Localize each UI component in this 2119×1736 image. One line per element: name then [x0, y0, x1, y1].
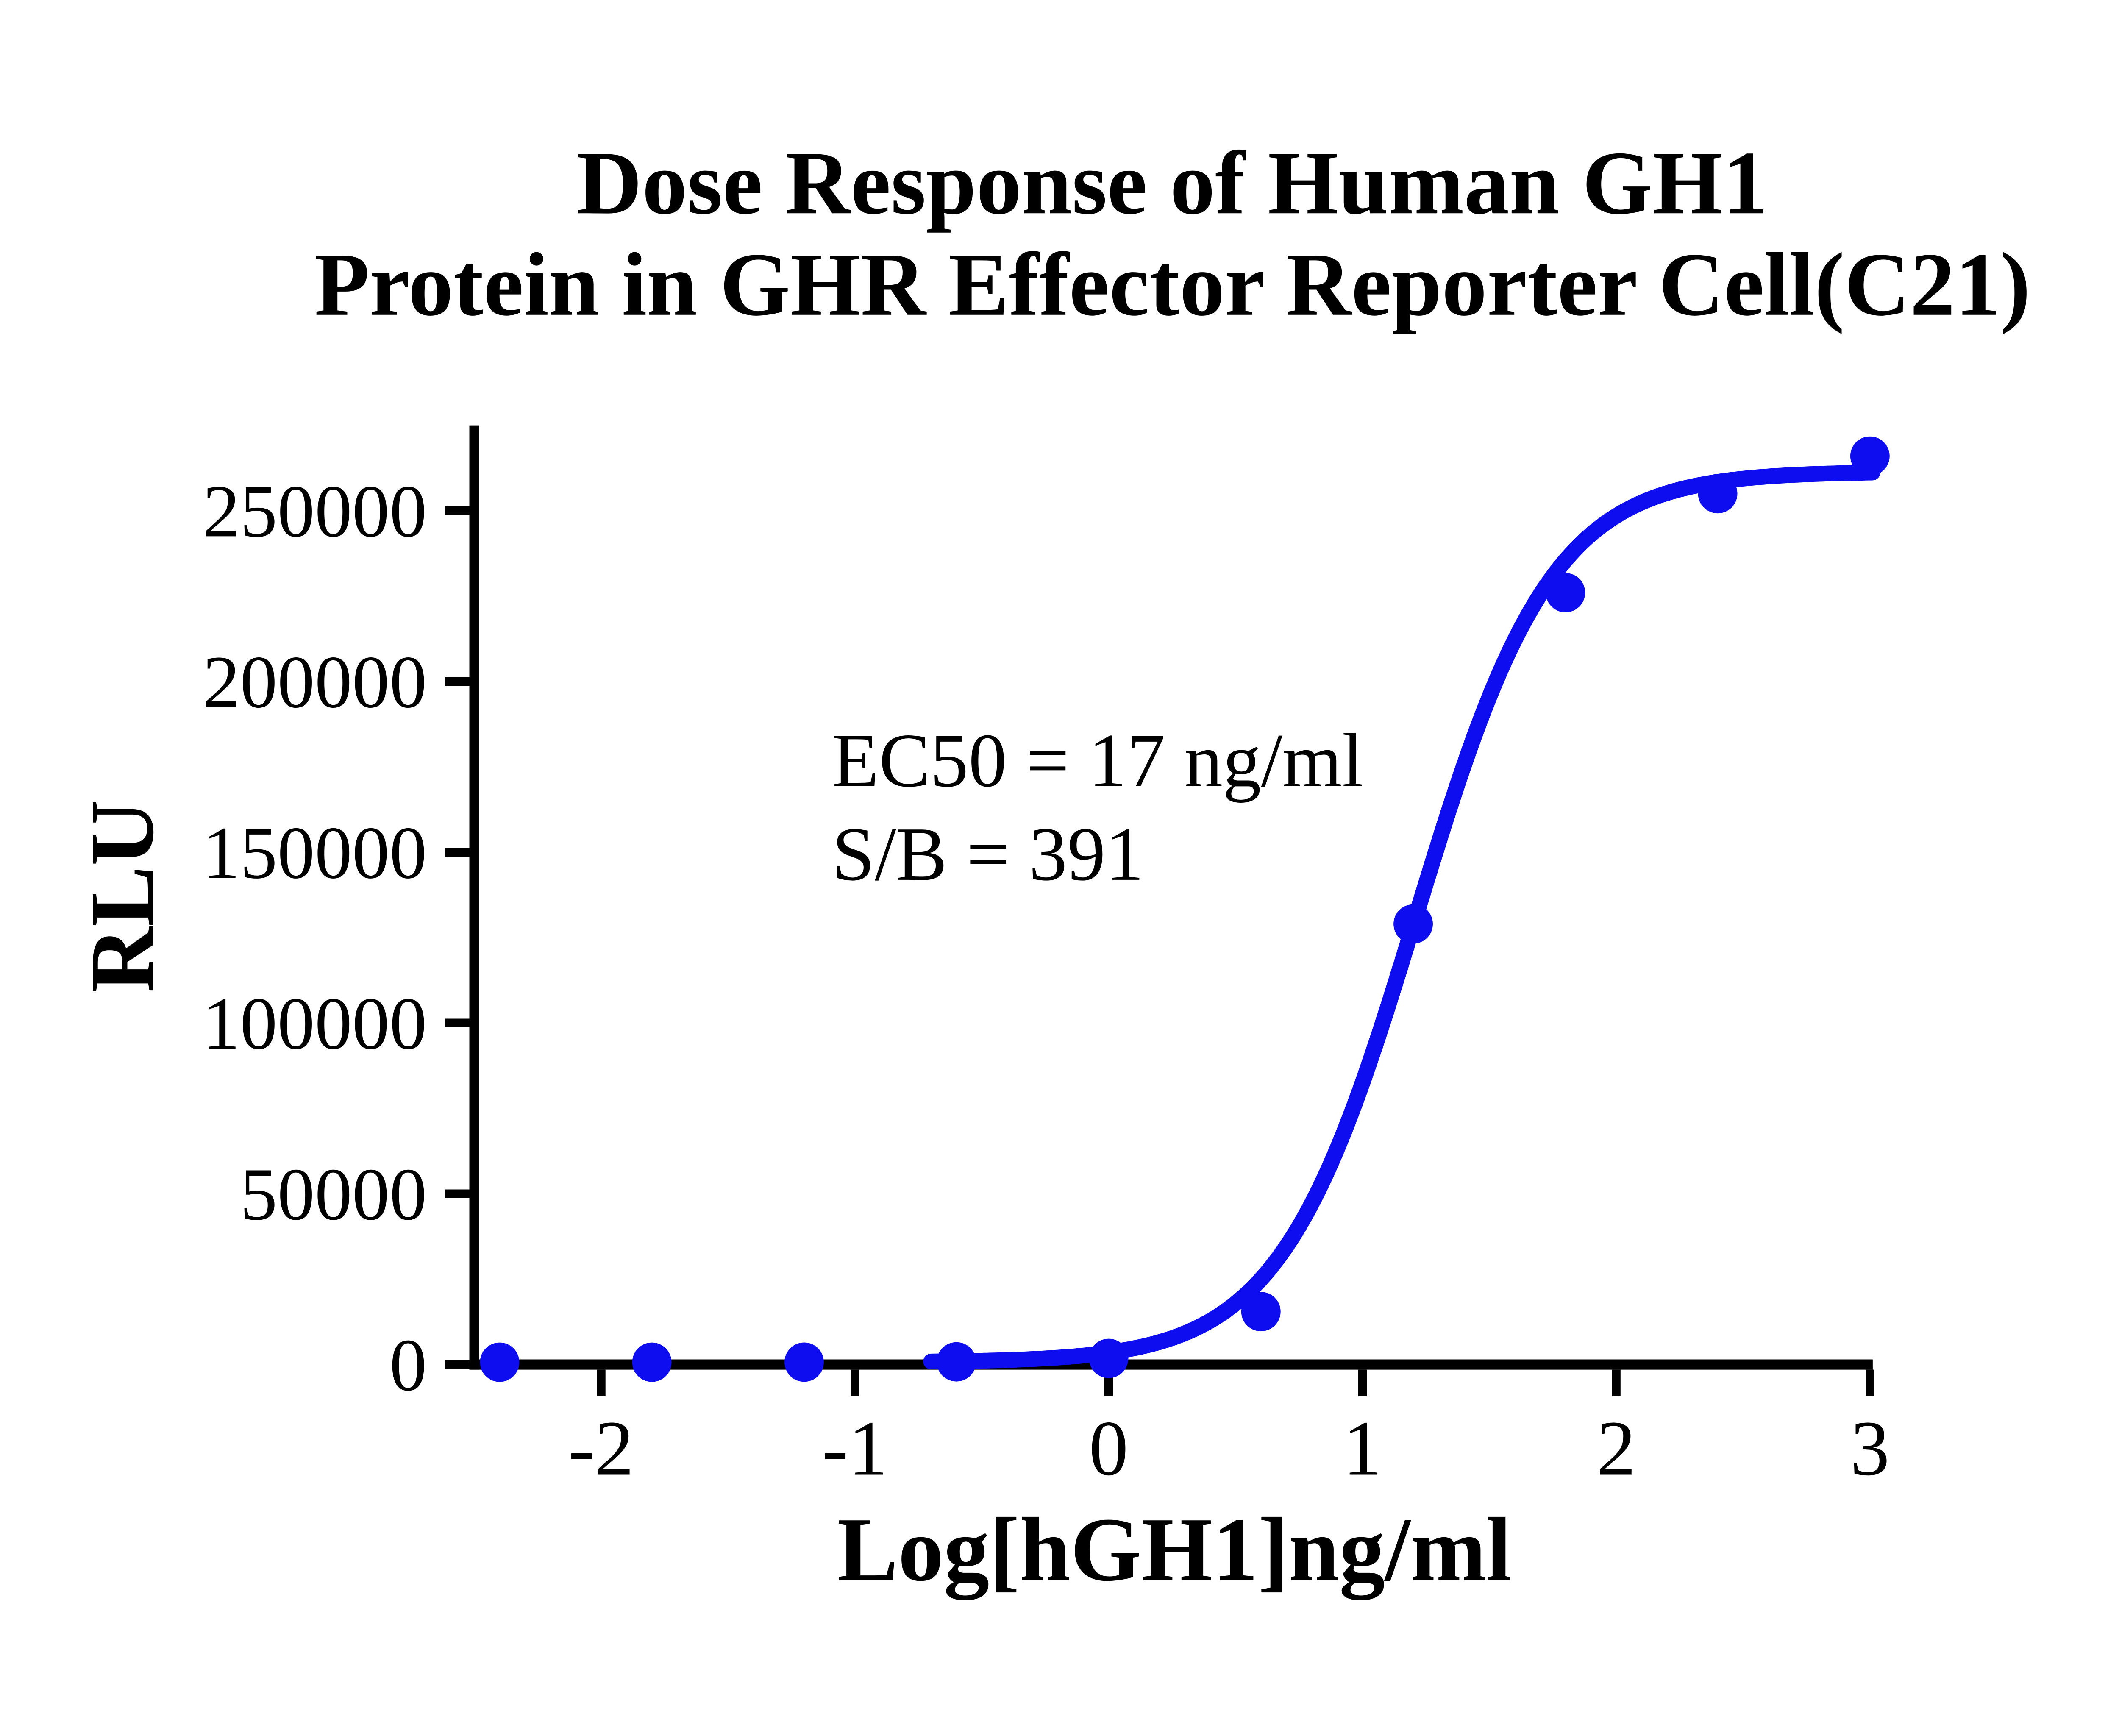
y-tick-label: 50000	[240, 1153, 427, 1236]
data-point	[1546, 573, 1585, 612]
y-tick-label: 150000	[203, 812, 427, 894]
tick-marks	[445, 506, 1874, 1396]
y-axis-title: RLU	[71, 800, 172, 993]
data-point	[1089, 1338, 1129, 1378]
y-tick-label: 100000	[203, 982, 427, 1065]
chart-title-line-1: Dose Response of Human GH1	[577, 133, 1768, 233]
axes	[469, 425, 1873, 1370]
data-point	[1241, 1292, 1281, 1332]
y-tick-label: 0	[389, 1324, 427, 1407]
x-tick-label: 1	[1343, 1405, 1382, 1492]
data-points	[480, 436, 1890, 1382]
annotation-ec50: EC50 = 17 ng/ml	[832, 718, 1363, 803]
x-axis-title: Log[hGH1]ng/ml	[837, 1499, 1511, 1600]
data-point	[1393, 904, 1433, 944]
data-point	[1698, 474, 1738, 514]
y-tick-label: 200000	[203, 641, 427, 723]
data-point	[784, 1342, 824, 1382]
x-tick-label: 3	[1850, 1405, 1890, 1492]
y-tick-label: 250000	[203, 470, 427, 553]
annotation-signal-to-background: S/B = 391	[832, 812, 1144, 897]
tick-labels: -2 -1 0 1 2 3 0 50000 100000 150000 200000 250000	[203, 470, 1890, 1492]
data-point	[937, 1342, 976, 1382]
data-point	[1850, 436, 1890, 476]
chart-title-line-2: Protein in GHR Effector Reporter Cell(C2…	[314, 235, 2031, 335]
x-tick-label: -2	[568, 1405, 634, 1492]
x-tick-label: 0	[1089, 1405, 1129, 1492]
data-point	[480, 1342, 520, 1382]
x-tick-label: -1	[822, 1405, 888, 1492]
data-point	[632, 1342, 672, 1382]
chart-background	[0, 62, 2119, 1674]
x-tick-label: 2	[1596, 1405, 1636, 1492]
